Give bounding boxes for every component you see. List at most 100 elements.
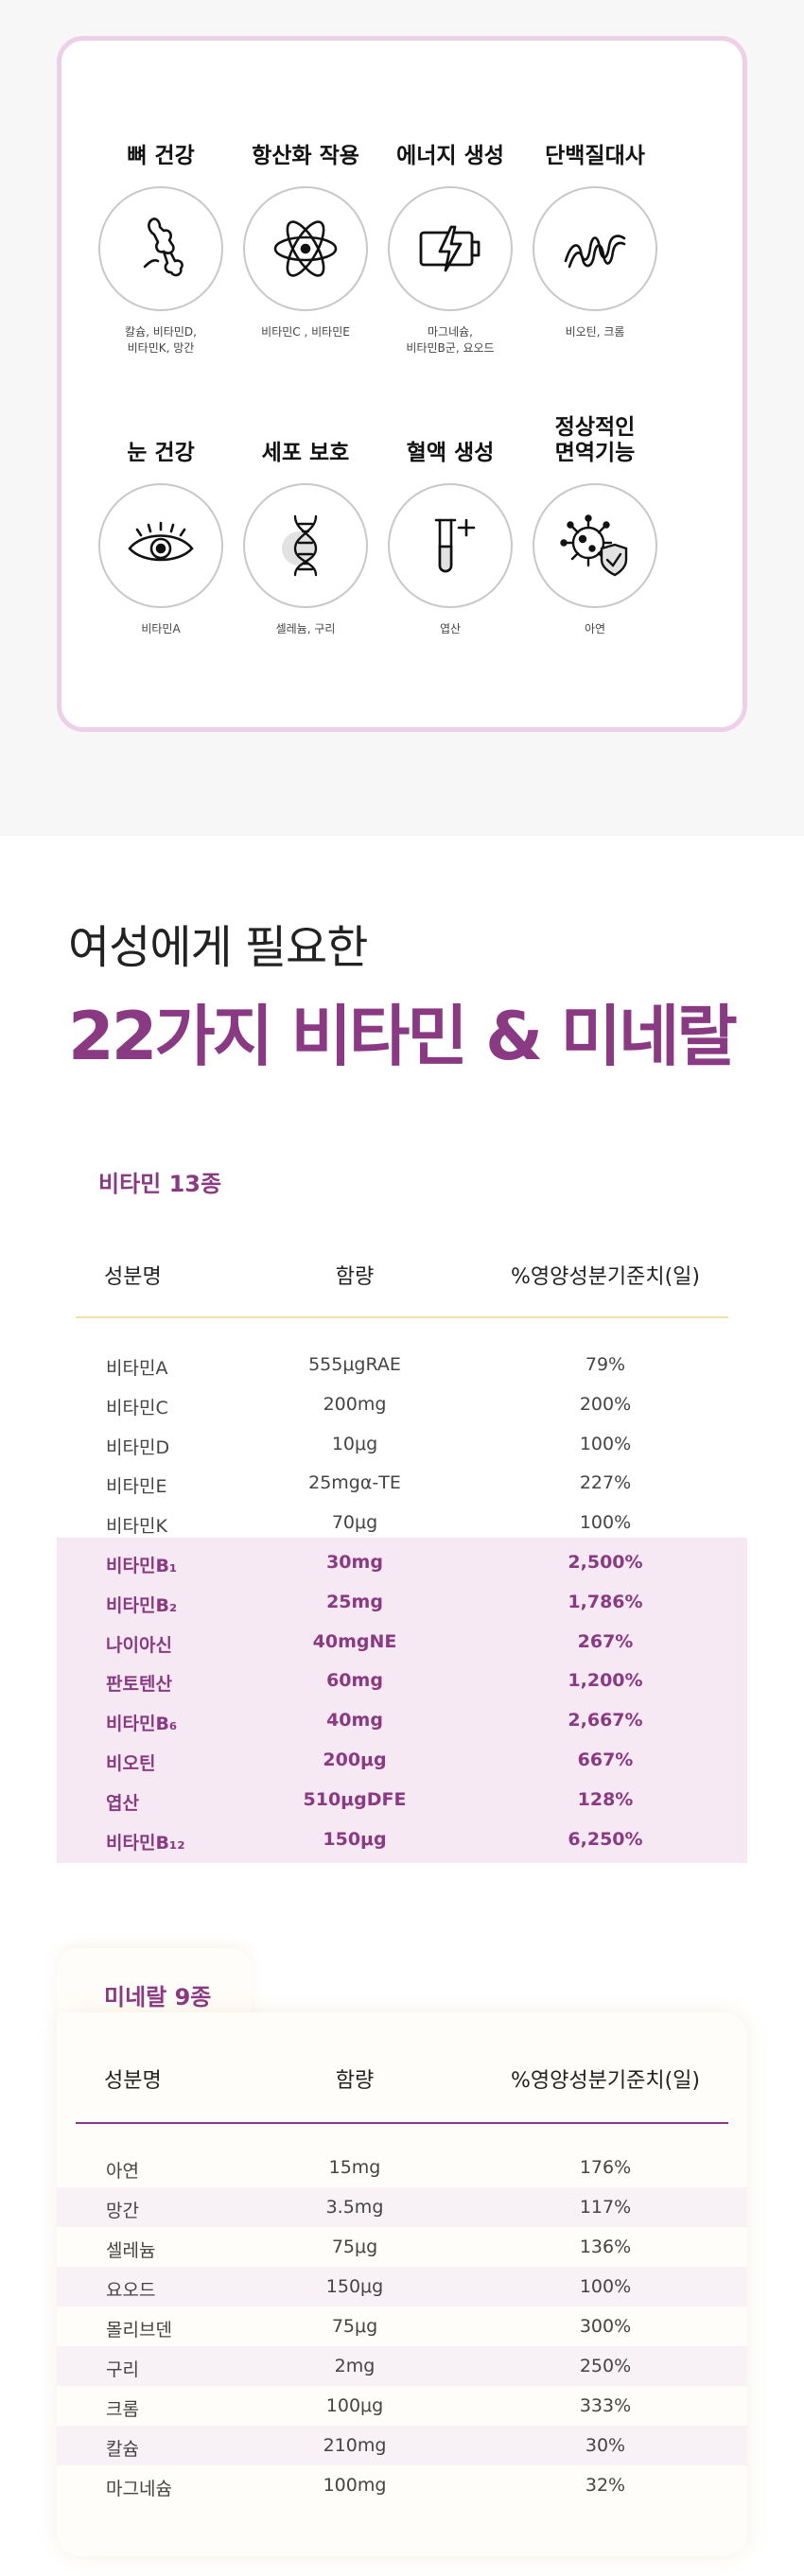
virus-shield-icon: [533, 483, 657, 608]
cell-percent: 176%: [579, 2157, 632, 2178]
benefit-eye-health: 눈 건강 비타민A: [80, 413, 241, 637]
cell-amount: 210mg: [323, 2435, 387, 2456]
benefit-title: 눈 건강: [127, 441, 195, 465]
benefit-desc: 엽산: [439, 622, 462, 635]
benefit-desc: 아연: [584, 622, 606, 635]
cell-percent: 79%: [585, 1354, 626, 1375]
table-row: 요오드 150μg 100%: [57, 2267, 747, 2306]
cell-percent: 32%: [585, 2475, 626, 2496]
cell-amount: 25mg: [326, 1591, 383, 1612]
benefit-desc: 셀레늄, 구리: [275, 622, 336, 635]
table-row: 망간 3.5mg 117%: [57, 2187, 747, 2227]
benefit-title: 혈액 생성: [406, 441, 495, 465]
vitamins-table-header: 성분명 함량 %영양성분기준치(일): [76, 1260, 728, 1297]
benefits-card: 뼈 건강 칼슘, 비타민D, 비타민K, 망간 항산화 작용 비타민C , 비타…: [57, 36, 747, 732]
cell-amount: 40mgNE: [312, 1630, 397, 1652]
table-row: 비타민A 555μgRAE 79%: [57, 1345, 747, 1384]
cell-name: 나이아신: [106, 1634, 172, 1656]
minerals-table-header: 성분명 함량 %영양성분기준치(일): [76, 2063, 728, 2101]
benefit-blood: 혈액 생성 엽산: [370, 413, 531, 637]
benefit-protein: 단백질대사 비오틴, 크롬: [515, 116, 675, 340]
header-amount: 함량: [335, 1265, 375, 1289]
cell-amount: 510μgDFE: [303, 1788, 407, 1810]
cell-percent: 1,786%: [568, 1591, 643, 1612]
cell-percent: 136%: [579, 2237, 632, 2257]
cell-percent: 267%: [577, 1630, 634, 1652]
table-row: 비타민C 200mg 200%: [57, 1384, 747, 1424]
cell-percent: 667%: [577, 1749, 634, 1770]
cell-amount: 3.5mg: [325, 2197, 384, 2218]
atom-icon: [243, 186, 368, 311]
protein-chain-icon: [533, 186, 657, 311]
minerals-header-rule: [76, 2122, 728, 2124]
table-row: 몰리브덴 75μg 300%: [57, 2306, 747, 2346]
table-row: 칼슘 210mg 30%: [57, 2426, 747, 2465]
benefit-desc: 비오틴, 크롬: [565, 325, 625, 339]
table-row: 구리 2mg 250%: [57, 2346, 747, 2386]
cell-amount: 200mg: [323, 1393, 387, 1415]
cell-name: 구리: [106, 2359, 139, 2380]
cell-amount: 10μg: [331, 1433, 378, 1454]
cell-name: 판토텐산: [106, 1674, 172, 1696]
cell-percent: 100%: [579, 1433, 632, 1454]
cell-percent: 6,250%: [568, 1828, 643, 1850]
benefit-cell-protection: 세포 보호 셀레늄, 구리: [225, 413, 386, 637]
cell-name: 칼슘: [106, 2439, 139, 2460]
table-row: 비타민B₂ 25mg 1,786%: [57, 1581, 747, 1622]
cell-amount: 555μgRAE: [308, 1354, 401, 1375]
cell-amount: 75μg: [331, 2237, 378, 2257]
cell-name: 엽산: [106, 1792, 139, 1814]
table-row: 비타민D 10μg 100%: [57, 1424, 747, 1464]
battery-bolt-icon: [388, 186, 513, 311]
cell-percent: 100%: [579, 2276, 632, 2297]
table-row: 비타민K 70μg 100%: [57, 1503, 747, 1542]
cell-amount: 70μg: [331, 1512, 378, 1534]
benefit-energy: 에너지 생성 마그네슘, 비타민B군, 요오드: [370, 116, 531, 357]
header-name: 성분명: [104, 2069, 162, 2093]
table-row: 마그네슘 100mg 32%: [57, 2465, 747, 2505]
cell-name: 비타민B₆: [106, 1714, 178, 1735]
cell-name: 아연: [106, 2161, 139, 2182]
header-amount: 함량: [335, 2069, 375, 2093]
cell-percent: 200%: [579, 1393, 632, 1415]
cell-name: 마그네슘: [106, 2479, 172, 2499]
cell-percent: 250%: [579, 2356, 632, 2376]
cell-amount: 40mg: [326, 1710, 383, 1732]
cell-name: 비타민K: [106, 1516, 167, 1538]
table-row: 크롬 100μg 333%: [57, 2386, 747, 2426]
headline-title: 22가지 비타민 & 미네랄: [68, 998, 738, 1075]
cell-amount: 25mgα-TE: [308, 1472, 401, 1494]
cell-name: 비타민B₁: [106, 1556, 178, 1576]
table-row: 셀레늄 75μg 136%: [57, 2227, 747, 2267]
table-row: 나이아신 40mgNE 267%: [57, 1621, 747, 1662]
benefit-desc: 칼슘, 비타민D, 비타민K, 망간: [125, 325, 197, 355]
benefit-title: 에너지 생성: [396, 144, 504, 168]
cell-percent: 100%: [579, 1512, 632, 1534]
cell-amount: 100mg: [323, 2475, 387, 2496]
headline-subtitle: 여성에게 필요한: [68, 921, 368, 974]
bone-joint-icon: [98, 186, 223, 311]
header-percent: %영양성분기준치(일): [511, 2069, 700, 2093]
benefit-desc: 비타민C , 비타민E: [261, 325, 350, 339]
test-tube-icon: [388, 483, 513, 608]
benefit-antioxidant: 항산화 작용 비타민C , 비타민E: [225, 116, 386, 340]
table-row: 비타민B₆ 40mg 2,667%: [57, 1700, 747, 1741]
cell-name: 비타민E: [106, 1476, 167, 1498]
benefit-title: 뼈 건강: [127, 144, 195, 168]
table-row: 아연 15mg 176%: [57, 2148, 747, 2187]
table-row: 엽산 510μgDFE 128%: [57, 1779, 747, 1819]
benefit-title: 항산화 작용: [252, 144, 359, 168]
cell-name: 비타민D: [106, 1436, 170, 1458]
table-row: 비타민B₁₂ 150μg 6,250%: [57, 1819, 747, 1859]
cell-name: 셀레늄: [106, 2240, 156, 2261]
cell-name: 몰리브덴: [106, 2320, 172, 2341]
cell-amount: 75μg: [331, 2316, 378, 2337]
eye-icon: [98, 483, 223, 608]
table-row: 비타민E 25mgα-TE 227%: [57, 1463, 747, 1503]
benefit-bone-health: 뼈 건강 칼슘, 비타민D, 비타민K, 망간: [80, 116, 241, 357]
table-row: 비오틴 200μg 667%: [57, 1740, 747, 1780]
benefit-desc: 비타민A: [141, 622, 181, 635]
table-row: 비타민B₁ 30mg 2,500%: [57, 1542, 747, 1582]
cell-percent: 300%: [579, 2316, 632, 2337]
cell-percent: 128%: [577, 1788, 634, 1810]
